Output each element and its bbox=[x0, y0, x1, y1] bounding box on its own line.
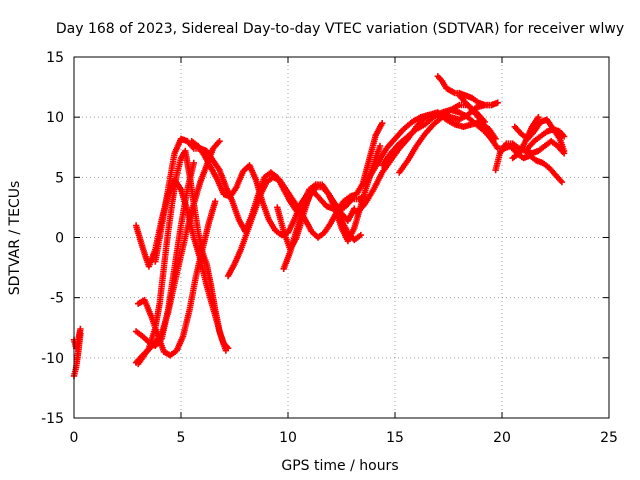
y-tick-label: 5 bbox=[55, 170, 64, 186]
series-arc-22 bbox=[524, 126, 568, 152]
data-marks bbox=[379, 106, 497, 169]
grid bbox=[74, 57, 609, 418]
data-marks bbox=[135, 198, 219, 359]
data-marks bbox=[280, 183, 364, 272]
x-tick-label: 0 bbox=[70, 430, 79, 446]
y-tick-label: -15 bbox=[41, 411, 64, 427]
chart-title: Day 168 of 2023, Sidereal Day-to-day VTE… bbox=[56, 21, 624, 37]
data-points bbox=[70, 73, 568, 380]
data-marks bbox=[434, 73, 501, 109]
x-tick-label: 15 bbox=[386, 430, 404, 446]
data-marks bbox=[456, 92, 566, 186]
series-arc-7 bbox=[135, 198, 219, 359]
y-tick-label: 15 bbox=[46, 50, 64, 66]
plot-frame bbox=[73, 56, 610, 419]
x-tick-label: 5 bbox=[177, 430, 186, 446]
x-axis-label: GPS time / hours bbox=[281, 458, 398, 474]
y-tick-label: -10 bbox=[41, 351, 64, 367]
series-arc-12 bbox=[280, 183, 364, 272]
y-tick-label: 0 bbox=[55, 231, 64, 247]
y-tick-label: 10 bbox=[46, 110, 64, 126]
series-arc-21 bbox=[509, 114, 542, 162]
y-axis-label: SDTVAR / TECUs bbox=[7, 181, 23, 296]
series-arc-17 bbox=[434, 73, 501, 109]
x-tick-label: 20 bbox=[493, 430, 511, 446]
data-marks bbox=[524, 126, 568, 152]
tick-labels: 0 5 10 15 20 25 -15 -10 -5 0 5 10 15 bbox=[41, 50, 618, 446]
x-tick-label: 25 bbox=[600, 430, 618, 446]
series-arc-18 bbox=[456, 92, 566, 186]
y-tick-label: -5 bbox=[50, 291, 64, 307]
series-arc-15 bbox=[379, 106, 497, 169]
x-tick-label: 10 bbox=[279, 430, 297, 446]
data-marks bbox=[509, 114, 542, 162]
